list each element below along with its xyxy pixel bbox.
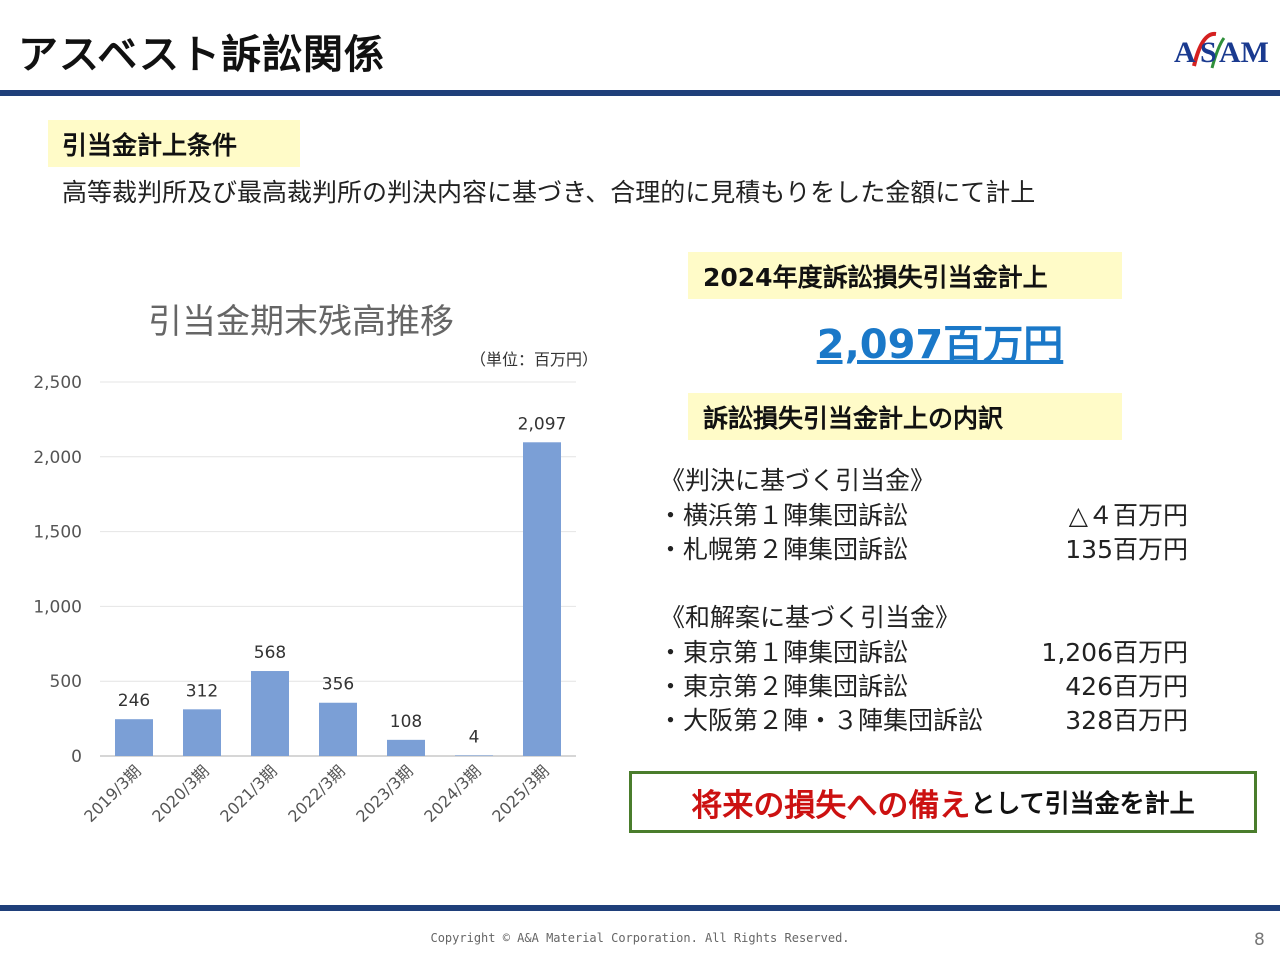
- reserve-emphasis: 将来の損失への備え: [691, 787, 971, 824]
- x-tick-label: 2021/3期: [216, 761, 281, 826]
- chart-unit-label: （単位：百万円）: [470, 350, 599, 369]
- data-label: 356: [322, 675, 354, 695]
- x-tick-label: 2025/3期: [488, 761, 553, 826]
- data-label: 108: [390, 712, 422, 732]
- data-label: 2,097: [518, 414, 567, 434]
- data-label: 312: [186, 681, 218, 701]
- item-name: ・大阪第２陣・３陣集団訴訟: [658, 706, 984, 735]
- y-tick-label: 2,000: [33, 448, 82, 468]
- data-label: 568: [254, 643, 286, 663]
- svg-text:AM: AM: [1219, 36, 1268, 69]
- bar: [523, 442, 561, 756]
- reserve-callout: 将来の損失への備え として引当金を計上: [629, 771, 1257, 833]
- judgment-section-title: 《判決に基づく引当金》: [660, 466, 936, 495]
- breakdown-item: ・札幌第２陣集団訴訟 135百万円: [658, 530, 1190, 564]
- y-tick-label: 2,500: [33, 373, 82, 393]
- item-amount: 426百万円: [1065, 672, 1188, 701]
- item-name: ・横浜第１陣集団訴訟: [658, 501, 909, 530]
- y-tick-label: 500: [50, 672, 82, 692]
- data-label: 246: [118, 691, 150, 711]
- company-logo: A S AM: [1174, 31, 1268, 69]
- item-amount: 135百万円: [1065, 535, 1188, 564]
- condition-heading: 引当金計上条件: [48, 120, 300, 167]
- reserve-text: として引当金を計上: [970, 789, 1195, 818]
- data-label: 4: [469, 727, 480, 747]
- breakdown-item: ・東京第２陣集団訴訟 426百万円: [658, 667, 1190, 701]
- x-tick-label: 2022/3期: [284, 761, 349, 826]
- chart-title: 引当金期末残高推移: [148, 302, 454, 342]
- header-divider: [0, 90, 1280, 96]
- item-name: ・東京第１陣集団訴訟: [658, 638, 909, 667]
- x-tick-label: 2020/3期: [148, 761, 213, 826]
- svg-text:S: S: [1200, 36, 1217, 69]
- x-tick-label: 2024/3期: [420, 761, 485, 826]
- item-amount: 1,206百万円: [1041, 638, 1188, 667]
- x-tick-label: 2023/3期: [352, 761, 417, 826]
- condition-text: 高等裁判所及び最高裁判所の判決内容に基づき、合理的に見積もりをした金額にて計上: [62, 178, 1036, 207]
- provision-heading: 2024年度訴訟損失引当金計上: [688, 252, 1122, 299]
- y-tick-label: 0: [71, 747, 82, 767]
- provision-amount: 2,097百万円: [816, 322, 1064, 368]
- item-name: ・東京第２陣集団訴訟: [658, 672, 909, 701]
- bar: [387, 739, 425, 756]
- breakdown-heading: 訴訟損失引当金計上の内訳: [688, 393, 1122, 440]
- settlement-section-title: 《和解案に基づく引当金》: [660, 603, 961, 632]
- bar: [251, 671, 289, 756]
- y-tick-label: 1,500: [33, 523, 82, 543]
- breakdown-item: ・東京第１陣集団訴訟 1,206百万円: [658, 633, 1190, 667]
- item-name: ・札幌第２陣集団訴訟: [658, 535, 909, 564]
- provision-balance-chart: 0 500 1,000 1,500 2,000 2,500 246 2019/3期 312 202…: [33, 373, 576, 826]
- svg-text:A: A: [1174, 36, 1196, 69]
- breakdown-item: ・横浜第１陣集団訴訟 △４百万円: [658, 496, 1190, 530]
- footer-divider: [0, 905, 1280, 911]
- bar: [455, 755, 493, 756]
- logo-swoosh-icon: [1192, 31, 1217, 67]
- page-number: 8: [1254, 930, 1265, 950]
- x-tick-label: 2019/3期: [80, 761, 145, 826]
- breakdown-item: ・大阪第２陣・３陣集団訴訟 328百万円: [658, 701, 1190, 735]
- bar: [115, 719, 153, 756]
- bar: [183, 709, 221, 756]
- page-title: アスベスト訴訟関係: [18, 32, 385, 78]
- item-amount: 328百万円: [1065, 706, 1188, 735]
- y-tick-label: 1,000: [33, 597, 82, 617]
- item-amount: △４百万円: [1068, 501, 1188, 530]
- copyright-text: Copyright © A&A Material Corporation. Al…: [430, 931, 850, 945]
- bar: [319, 702, 357, 756]
